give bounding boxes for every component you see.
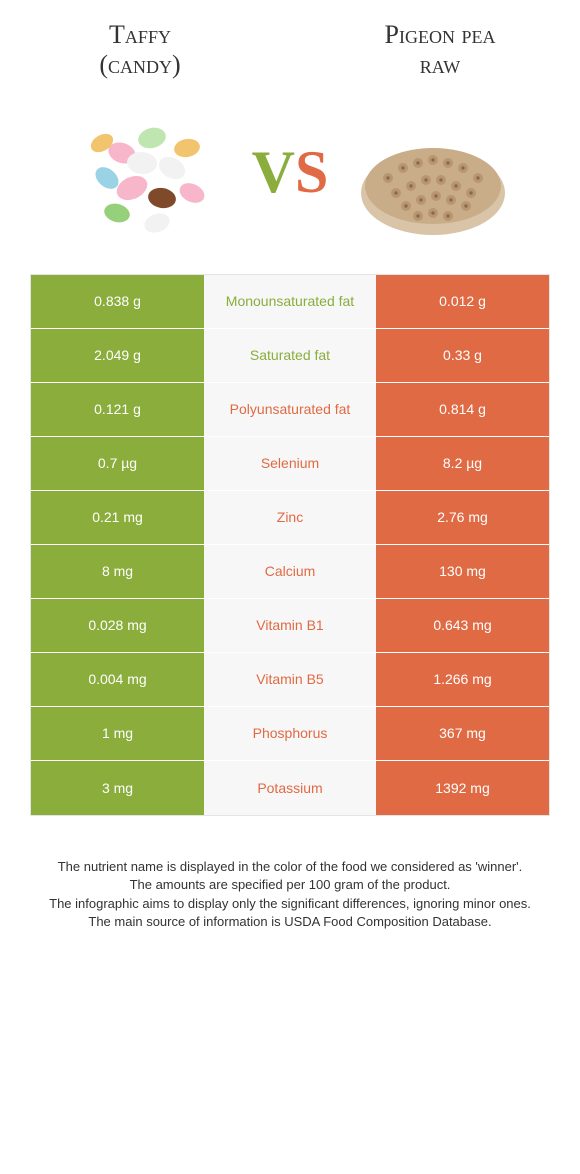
table-row: 1 mgPhosphorus367 mg [31, 707, 549, 761]
right-value: 1.266 mg [376, 653, 549, 706]
table-row: 0.838 gMonounsaturated fat0.012 g [31, 275, 549, 329]
left-value: 3 mg [31, 761, 204, 815]
right-value: 0.814 g [376, 383, 549, 436]
vs-s: S [295, 138, 328, 207]
left-value: 2.049 g [31, 329, 204, 382]
left-value: 8 mg [31, 545, 204, 598]
right-value: 0.643 mg [376, 599, 549, 652]
pigeon-pea-icon [348, 98, 518, 248]
nutrient-label: Polyunsaturated fat [204, 383, 376, 436]
right-food-image [348, 98, 518, 248]
right-value: 367 mg [376, 707, 549, 760]
footer-line-2: The amounts are specified per 100 gram o… [40, 876, 540, 894]
nutrient-label: Phosphorus [204, 707, 376, 760]
table-row: 2.049 gSaturated fat0.33 g [31, 329, 549, 383]
table-row: 0.21 mgZinc2.76 mg [31, 491, 549, 545]
header: Taffy (candy) Pigeon pea raw [30, 20, 550, 80]
right-value: 0.012 g [376, 275, 549, 328]
table-row: 0.121 gPolyunsaturated fat0.814 g [31, 383, 549, 437]
right-value: 0.33 g [376, 329, 549, 382]
nutrient-label: Potassium [204, 761, 376, 815]
left-value: 0.028 mg [31, 599, 204, 652]
footer-line-4: The main source of information is USDA F… [40, 913, 540, 931]
left-value: 0.838 g [31, 275, 204, 328]
footer-line-3: The infographic aims to display only the… [40, 895, 540, 913]
footer-notes: The nutrient name is displayed in the co… [30, 858, 550, 932]
footer-line-1: The nutrient name is displayed in the co… [40, 858, 540, 876]
nutrient-label: Zinc [204, 491, 376, 544]
right-food-title: Pigeon pea raw [340, 20, 540, 80]
table-row: 0.028 mgVitamin B10.643 mg [31, 599, 549, 653]
right-title-line1: Pigeon pea [385, 20, 496, 49]
nutrient-label: Monounsaturated fat [204, 275, 376, 328]
nutrient-label: Saturated fat [204, 329, 376, 382]
right-title-line2: raw [420, 50, 461, 79]
left-value: 0.7 µg [31, 437, 204, 490]
left-value: 0.21 mg [31, 491, 204, 544]
left-food-image [62, 98, 232, 248]
nutrient-label: Vitamin B5 [204, 653, 376, 706]
nutrient-label: Calcium [204, 545, 376, 598]
right-value: 8.2 µg [376, 437, 549, 490]
table-row: 0.7 µgSelenium8.2 µg [31, 437, 549, 491]
right-value: 130 mg [376, 545, 549, 598]
right-value: 2.76 mg [376, 491, 549, 544]
left-title-line2: (candy) [99, 50, 180, 79]
vs-label: VS [252, 138, 329, 207]
nutrient-label: Selenium [204, 437, 376, 490]
vs-row: VS [30, 98, 550, 248]
vs-v: V [252, 138, 295, 207]
left-value: 1 mg [31, 707, 204, 760]
left-food-title: Taffy (candy) [40, 20, 240, 80]
nutrient-label: Vitamin B1 [204, 599, 376, 652]
right-value: 1392 mg [376, 761, 549, 815]
table-row: 3 mgPotassium1392 mg [31, 761, 549, 815]
table-row: 8 mgCalcium130 mg [31, 545, 549, 599]
taffy-icon [62, 98, 232, 248]
left-value: 0.121 g [31, 383, 204, 436]
left-title-line1: Taffy [109, 20, 171, 49]
table-row: 0.004 mgVitamin B51.266 mg [31, 653, 549, 707]
nutrient-table: 0.838 gMonounsaturated fat0.012 g2.049 g… [30, 274, 550, 816]
left-value: 0.004 mg [31, 653, 204, 706]
